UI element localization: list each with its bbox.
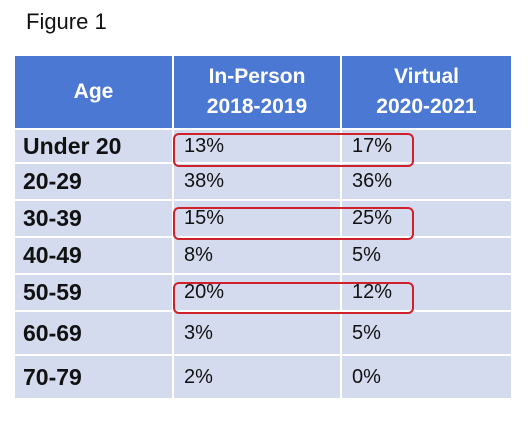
virtual-cell: 17% [352, 134, 393, 157]
age-cell: 50-59 [15, 275, 174, 310]
in-person-cell: 20% [174, 275, 342, 310]
virtual-cell: 36% [352, 170, 393, 192]
in-person-cell: 38% [174, 164, 342, 199]
table-row: 60-69 3% 5% [15, 310, 511, 354]
virtual-cell: 5% [352, 244, 381, 266]
age-cell: 30-39 [15, 201, 174, 236]
header-age-label: Age [73, 79, 114, 103]
header-age: Age [15, 56, 174, 128]
age-cell: 60-69 [15, 312, 174, 354]
in-person-cell: 13% [174, 130, 342, 162]
table-row: 40-49 8% 5% [15, 236, 511, 273]
table-row: 20-29 38% 36% [15, 162, 511, 199]
figure-title: Figure 1 [26, 9, 107, 34]
table-row: 30-39 15% 25% [15, 199, 511, 236]
header-in-person-line1: In-Person [208, 64, 306, 88]
header-virtual-line1: Virtual [394, 64, 459, 88]
virtual-cell: 25% [352, 207, 393, 229]
in-person-cell: 8% [174, 238, 342, 273]
age-cell: 40-49 [15, 238, 174, 273]
table-row: 50-59 20% 12% [15, 273, 511, 310]
age-cell: Under 20 [15, 130, 174, 162]
header-virtual-line2: 2020-2021 [376, 95, 477, 118]
in-person-cell: 15% [174, 201, 342, 236]
header-virtual: Virtual 2020-2021 [342, 56, 511, 128]
virtual-cell: 12% [352, 281, 393, 303]
age-comparison-table: Age In-Person 2018-2019 Virtual 2020-202… [15, 56, 511, 398]
table-row: Under 20 13% 17% [15, 128, 511, 162]
virtual-cell: 0% [352, 365, 381, 388]
age-cell: 20-29 [15, 164, 174, 199]
age-cell: 70-79 [15, 356, 174, 398]
table-header-row: Age In-Person 2018-2019 Virtual 2020-202… [15, 56, 511, 128]
in-person-cell: 3% [174, 312, 342, 354]
virtual-cell: 5% [352, 321, 381, 344]
header-in-person-line2: 2018-2019 [206, 95, 308, 118]
table-row: 70-79 2% 0% [15, 354, 511, 398]
header-in-person: In-Person 2018-2019 [174, 56, 342, 128]
in-person-cell: 2% [174, 356, 342, 398]
